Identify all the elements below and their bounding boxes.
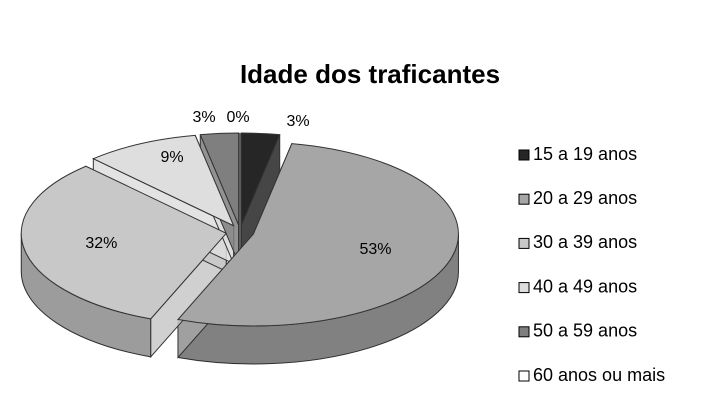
data-label: 3% bbox=[286, 113, 309, 130]
legend-label: 30 a 39 anos bbox=[533, 232, 637, 252]
chart-title: Idade dos traficantes bbox=[240, 59, 500, 89]
legend-label: 15 a 19 anos bbox=[533, 144, 637, 164]
data-label: 32% bbox=[85, 235, 117, 252]
legend-swatch bbox=[518, 237, 530, 249]
legend-swatch bbox=[518, 149, 530, 161]
data-label: 3% bbox=[192, 109, 215, 126]
legend-swatch bbox=[518, 326, 530, 338]
data-label: 0% bbox=[226, 109, 249, 126]
slice bbox=[177, 143, 459, 327]
slice bbox=[199, 132, 240, 226]
legend-label: 50 a 59 anos bbox=[533, 321, 637, 341]
slice bbox=[20, 165, 228, 320]
data-labels: 3% 53% 32% 9% 3% 0% bbox=[85, 109, 391, 258]
data-label: 53% bbox=[359, 241, 391, 258]
legend-label: 40 a 49 anos bbox=[533, 276, 637, 296]
slice-wall-shade bbox=[21, 233, 151, 357]
legend-label: 20 a 29 anos bbox=[533, 188, 637, 208]
legend-swatch bbox=[518, 282, 530, 294]
slice bbox=[240, 132, 281, 226]
legend: 15 a 19 anos 20 a 29 anos 30 a 39 anos 40 a… bbox=[518, 144, 665, 385]
legend-swatch bbox=[518, 370, 530, 382]
legend-swatch bbox=[518, 193, 530, 205]
pie-tops bbox=[20, 132, 459, 327]
slice bbox=[92, 134, 235, 227]
data-label: 9% bbox=[160, 149, 183, 166]
slice-wall-shade bbox=[177, 233, 459, 364]
legend-label: 60 anos ou mais bbox=[533, 365, 665, 385]
